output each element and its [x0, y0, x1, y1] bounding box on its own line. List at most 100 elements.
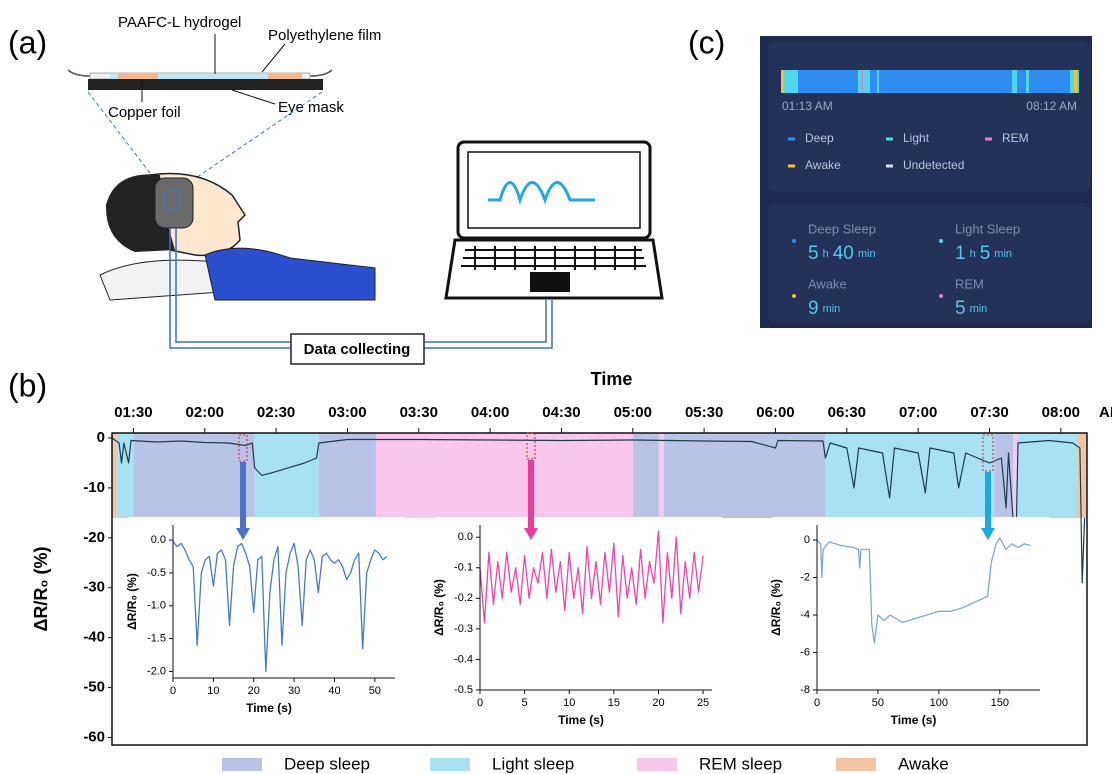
- x-tick-label: 07:30: [970, 404, 1008, 421]
- leader: [231, 89, 276, 105]
- x-tick-label: 0: [814, 697, 820, 709]
- y-tick-label: -4: [800, 609, 810, 621]
- y-tick-label: -0.3: [454, 623, 473, 635]
- y-tick-label: -8: [800, 684, 810, 696]
- inset-bg: [772, 517, 1050, 732]
- x-tick-label: 10: [207, 685, 219, 697]
- panel-label: (b): [8, 367, 47, 403]
- stat-value: 1 h 5 min: [955, 243, 1012, 264]
- highlight: [982, 434, 994, 472]
- legend-swatch: [788, 137, 795, 141]
- panel-c: 01:13 AM 08:12 AM Deep Light REM Awake Undet…: [760, 36, 1092, 328]
- legend-label: Light sleep: [492, 754, 574, 773]
- legend-label: Awake: [898, 754, 949, 773]
- y-tick-label: -0.5: [454, 684, 473, 696]
- x-tick-label: 15: [608, 697, 620, 709]
- inset-bg: [128, 517, 405, 720]
- y-tick-label: -1.5: [147, 633, 166, 645]
- guide: [87, 91, 158, 183]
- stage-band: [133, 433, 255, 518]
- x-tick-label: 02:30: [257, 404, 295, 421]
- stat-number: 5: [955, 298, 966, 319]
- bar: [1074, 70, 1077, 93]
- x-tick-label: 08:00: [1042, 404, 1080, 421]
- stat-label: REM: [955, 276, 984, 291]
- card: [768, 203, 1090, 323]
- y-tick-label: -6: [800, 646, 810, 658]
- x-tick-label: 150: [991, 697, 1009, 709]
- stat-value: 9 min: [808, 298, 840, 319]
- arrow: [981, 472, 995, 540]
- mask: [154, 177, 194, 229]
- legend-swatch: [637, 758, 677, 771]
- bar: [1070, 70, 1074, 93]
- time-label: 08:12 AM: [1026, 99, 1077, 113]
- stage-band: [318, 433, 376, 518]
- guide: [189, 91, 323, 183]
- shirt: [204, 247, 376, 301]
- hypnogram: [781, 70, 1079, 93]
- legend-label: REM sleep: [699, 754, 782, 773]
- wire: [169, 228, 292, 349]
- bar: [1026, 70, 1029, 93]
- stage-band: [112, 433, 117, 518]
- arrow: [236, 462, 250, 540]
- stat-label: Light Sleep: [955, 221, 1020, 236]
- label: PAAFC-L hydrogel: [118, 14, 241, 31]
- data-line: [816, 537, 1031, 644]
- y-tick-label: -0.5: [147, 567, 166, 579]
- inset-bg: [435, 517, 722, 732]
- keys: [461, 246, 646, 270]
- laptop-screen: [467, 151, 641, 229]
- stage-band: [1077, 433, 1087, 518]
- legend-swatch: [886, 164, 893, 168]
- x-tick-label: 40: [328, 685, 340, 697]
- arrow: [524, 460, 538, 540]
- stat-dot: [939, 294, 943, 298]
- stat-number: 5: [808, 243, 819, 264]
- x-tick-label: 03:30: [400, 404, 438, 421]
- x-tick-label: 20: [248, 685, 260, 697]
- copper: [268, 74, 302, 79]
- legend-label: Light: [903, 131, 930, 145]
- stat-label: Awake: [808, 276, 847, 291]
- y-tick-label: -0.4: [454, 653, 473, 665]
- x-tick-label: 05:30: [685, 404, 723, 421]
- y-axis-title: ΔR/R₀ (%): [432, 579, 446, 636]
- y-tick-label: -2: [800, 571, 810, 583]
- bar: [784, 70, 798, 93]
- panel-label: (c): [688, 24, 725, 60]
- bar: [861, 70, 863, 93]
- x-tick-label: 5: [522, 697, 528, 709]
- x-tick-label: 0: [477, 697, 483, 709]
- trackpad: [530, 272, 570, 292]
- x-tick-label: 04:30: [542, 404, 580, 421]
- legend-swatch: [788, 164, 795, 168]
- y-tick-label: -50: [83, 679, 105, 696]
- y-tick-label: -1.0: [147, 600, 166, 612]
- x-axis-title: Time (s): [558, 713, 604, 727]
- x-tick-label: 25: [697, 697, 709, 709]
- stat-value: 5 min: [955, 298, 987, 319]
- panel-label: (a): [8, 24, 47, 60]
- y-axis-title: ΔR/R₀ (%): [769, 579, 783, 636]
- x-axis-suffix: AM: [1099, 404, 1112, 421]
- y-tick-label: -0.2: [454, 592, 473, 604]
- legend-label: Awake: [805, 158, 841, 172]
- stage-band: [375, 433, 633, 518]
- box-label: Data collecting: [304, 341, 411, 358]
- sensor: [164, 189, 180, 211]
- legend-swatch: [836, 758, 876, 771]
- stat-unit: min: [994, 248, 1012, 260]
- y-tick-label: -60: [83, 728, 105, 745]
- y-tick-label: 0: [804, 534, 810, 546]
- x-axis-title: Time (s): [891, 713, 937, 727]
- stage-band: [825, 433, 995, 518]
- stat-dot: [792, 239, 796, 243]
- legend-swatch: [985, 137, 992, 141]
- y-tick-label: -2.0: [147, 665, 166, 677]
- x-tick-label: 05:00: [614, 404, 652, 421]
- stat-unit: min: [823, 303, 841, 315]
